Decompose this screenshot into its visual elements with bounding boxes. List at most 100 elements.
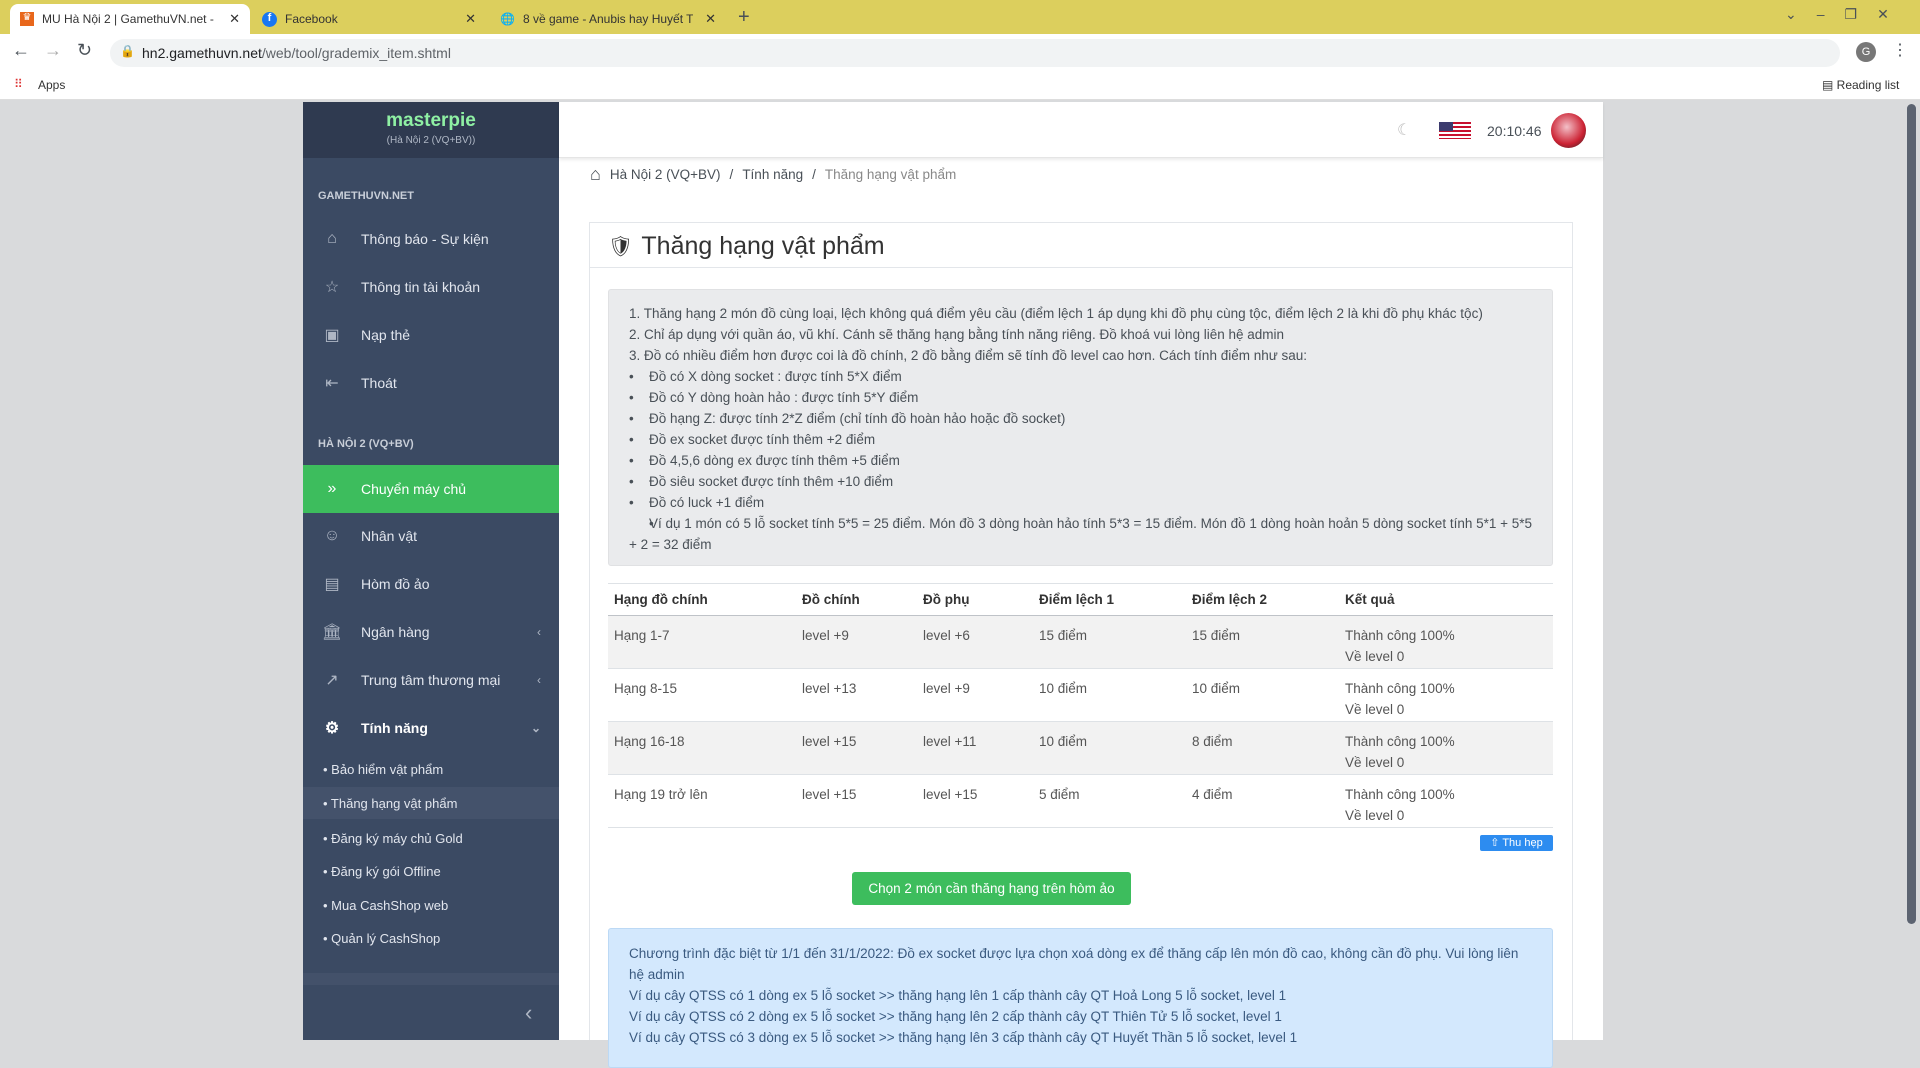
table-cell: Thành công 100% Về level 0 [1339,668,1553,722]
table-cell: 8 điểm [1186,721,1339,775]
reload-icon[interactable]: ↻ [77,40,93,60]
chevron-down-icon: ⌄ [530,721,541,735]
table-cell: level +15 [796,721,917,775]
close-icon[interactable]: ✕ [465,11,476,26]
transfer-icon: » [327,480,337,497]
submenu-mua-cashshop[interactable]: • Mua CashShop web [323,897,449,913]
new-tab-button[interactable]: + [738,6,750,28]
close-icon[interactable]: ✕ [229,11,240,26]
apps-bookmark[interactable]: Apps [38,78,66,92]
collapse-sidebar-icon[interactable]: ‹ [525,1000,533,1025]
submenu-gold[interactable]: • Đăng ký máy chủ Gold [323,830,463,846]
chevron-left-icon: ‹ [537,625,541,639]
list-item: Đồ hạng Z: được tính 2*Z điểm (chỉ tính … [629,408,1532,429]
tab-mu[interactable]: ♛ MU Hà Nội 2 | GamethuVN.net - ✕ [10,4,250,34]
chest-icon: ▤ [324,576,340,593]
table-cell: 4 điểm [1186,774,1339,828]
collapse-button[interactable]: ⇧ Thu hẹp [1480,835,1553,851]
list-item: Đồ 4,5,6 dòng ex được tính thêm +5 điểm [629,450,1532,471]
logout-icon: ⇤ [325,375,339,392]
table-cell: Hạng 1-7 [608,615,796,669]
tab-game[interactable]: 🌐 8 về game - Anubis hay Huyết Th ✕ [500,11,716,26]
breadcrumb-tinh-nang[interactable]: Tính năng [742,167,804,182]
table-cell: level +13 [796,668,917,722]
chart-icon: ↗ [325,672,339,689]
top-header: ☾ 20:10:46 [559,102,1603,158]
divider [589,267,1573,268]
rules-box: 1. Thăng hạng 2 món đồ cùng loại, lệch k… [608,289,1553,566]
sidebar-item-hom-do-ao[interactable]: ▤ Hòm đồ ảo [303,561,559,607]
table-cell: level +15 [917,774,1033,828]
page-title: 🛡 Thăng hạng vật phẩm [608,232,885,260]
tab-facebook[interactable]: f Facebook ✕ [252,4,486,34]
menu-icon[interactable]: ⋮ [1892,42,1908,59]
table-cell: 5 điểm [1033,774,1186,828]
table-cell: Hạng 16-18 [608,721,796,775]
card [589,222,1573,1040]
mu-icon: ♛ [20,12,34,26]
table-row: Hạng 16-18 level +15 level +11 10 điểm 8 điể… [608,721,1553,775]
breadcrumb: ⌂ Hà Nội 2 (VQ+BV) / Tính năng / Thăng hạn… [590,164,957,184]
table-cell: Hạng 8-15 [608,668,796,722]
scrollbar[interactable] [1907,104,1916,924]
list-item: Đồ có luck +1 điểm [629,492,1532,513]
list-item: Đồ có Y dòng hoàn hảo : được tính 5*Y đi… [629,387,1532,408]
table-cell: Hạng 19 trở lên [608,774,796,828]
table-row: Hạng 19 trở lên level +15 level +15 5 điểm 4… [608,774,1553,828]
section-label: HÀ NỘI 2 (VQ+BV) [318,438,414,450]
sidebar-item-thong-bao[interactable]: ⌂ Thông báo - Sự kiện [303,216,559,262]
sidebar-item-tai-khoan[interactable]: ☆ Thông tin tài khoản [303,264,559,310]
submenu-quan-ly-cashshop[interactable]: • Quản lý CashShop [323,930,441,946]
select-items-button[interactable]: Chọn 2 món cần thăng hạng trên hòm ảo [852,872,1131,905]
bookmarks-bar: ⠿ Apps ▤ Reading list [0,70,1920,100]
brand: masterpie (Hà Nội 2 (VQ+BV)) [303,102,559,158]
avatar[interactable] [1551,113,1586,148]
sidebar-item-thuong-mai[interactable]: ↗ Trung tâm thương mại ‹ [303,657,559,703]
submenu-thang-hang[interactable]: • Thăng hạng vật phẩm [303,787,559,819]
table-cell: Thành công 100% Về level 0 [1339,774,1553,828]
home-icon: ⌂ [327,230,337,247]
sidebar-item-chuyen-may-chu[interactable]: » Chuyển máy chủ [303,465,559,513]
lock-icon: 🔒 [120,44,135,58]
table-cell: level +15 [796,774,917,828]
sidebar-item-nhan-vat[interactable]: ☺ Nhân vật [303,513,559,559]
shield-icon: 🛡 [608,236,634,258]
submenu-bao-hiem[interactable]: • Bảo hiểm vật phẩm [323,761,444,777]
sidebar-item-tinh-nang[interactable]: ⚙ Tính năng ⌄ [303,705,559,751]
chevron-left-icon: ‹ [537,673,541,687]
table-cell: level +6 [917,615,1033,669]
rules-list: Đồ có X dòng socket : được tính 5*X điểm… [629,366,1532,555]
table-cell: 15 điểm [1186,615,1339,669]
table-cell: level +11 [917,721,1033,775]
bank-icon: 🏛 [321,624,343,641]
section-label: GAMETHUVN.NET [318,190,414,202]
back-icon[interactable]: ← [12,40,30,60]
forward-icon[interactable]: → [44,40,62,60]
divider [303,973,559,985]
address-bar[interactable]: 🔒 hn2.gamethuvn.net/web/tool/grademix_ite… [110,39,1840,67]
submenu-offline[interactable]: • Đăng ký gói Offline [323,863,441,879]
grade-table: Hạng đồ chính Đồ chính Đồ phụ Điểm lệch 1 Đi… [608,583,1553,828]
profile-avatar[interactable]: G [1856,42,1876,62]
sidebar-item-thoat[interactable]: ⇤ Thoát [303,360,559,406]
sidebar: masterpie (Hà Nội 2 (VQ+BV)) GAMETHUVN.NE… [303,102,559,1040]
table-cell: 15 điểm [1033,615,1186,669]
table-cell: level +9 [796,615,917,669]
window-controls[interactable]: ⌄–❐✕ [1785,6,1909,22]
apps-icon: ⠿ [14,77,23,91]
list-item: Đồ ex socket được tính thêm +2 điểm [629,429,1532,450]
home-icon[interactable]: ⌂ [590,164,601,184]
reading-list[interactable]: ▤ Reading list [1822,78,1900,92]
close-icon[interactable]: ✕ [705,11,716,26]
sidebar-item-nap-the[interactable]: ▣ Nạp thẻ [303,312,559,358]
notice-box: Chương trình đặc biệt từ 1/1 đến 31/1/20… [608,928,1553,1068]
us-flag-icon[interactable] [1439,122,1471,139]
moon-icon[interactable]: ☾ [1397,122,1412,139]
breadcrumb-server[interactable]: Hà Nội 2 (VQ+BV) [609,167,721,182]
table-row: Hạng 8-15 level +13 level +9 10 điểm 10 điểm… [608,668,1553,722]
globe-icon: 🌐 [500,12,515,26]
list-item: Ví dụ 1 món có 5 lỗ socket tính 5*5 = 25… [629,513,1532,555]
browser-tab-bar: ♛ MU Hà Nội 2 | GamethuVN.net - ✕ f Faceboo… [0,0,1920,34]
sidebar-item-ngan-hang[interactable]: 🏛 Ngân hàng ‹ [321,624,541,641]
table-row: Hạng 1-7 level +9 level +6 15 điểm 15 điểm Th… [608,615,1553,669]
